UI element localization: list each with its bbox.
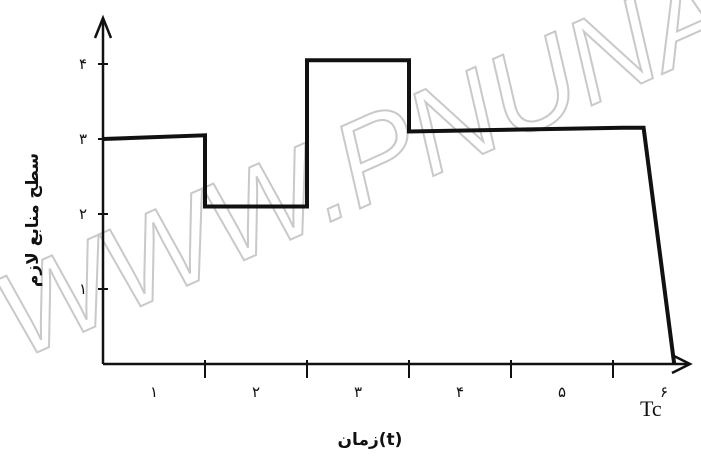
x-tick-label: ۲ xyxy=(252,383,260,401)
resource-level-line xyxy=(102,58,677,365)
y-axis-title: سطح منابع لازم xyxy=(23,153,43,287)
axes xyxy=(93,14,693,375)
x-tick-label: ۵ xyxy=(558,383,566,401)
x-axis-title: زمان(t) xyxy=(338,430,403,450)
y-tick-label: ۱ xyxy=(79,280,87,298)
x-axis-end-label: Tc xyxy=(640,396,662,421)
ticks: ۱ ۲ ۳ ۴ ۵ ۶ ۱ ۲ ۳ ۴ xyxy=(79,55,668,401)
x-tick-label: ۴ xyxy=(456,383,464,401)
x-tick-label: ۳ xyxy=(354,383,362,401)
x-axis-arrow xyxy=(671,353,693,375)
watermark-text: WWW.PNUNA.C xyxy=(0,0,701,385)
x-tick-label: ۱ xyxy=(150,383,158,401)
y-tick-label: ۲ xyxy=(79,205,87,223)
y-tick-label: ۴ xyxy=(79,55,87,73)
series-group xyxy=(102,58,677,365)
y-axis-arrow xyxy=(93,14,113,39)
x-tick-label: ۶ xyxy=(660,383,668,401)
y-tick-label: ۳ xyxy=(79,130,87,148)
